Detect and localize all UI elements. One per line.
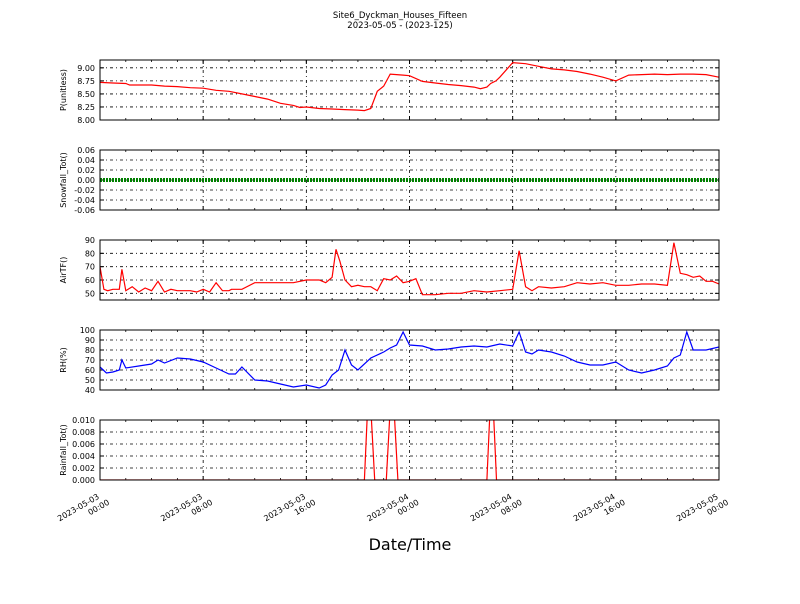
y-axis-label-rain: Rainfall_Tot() (59, 424, 68, 476)
y-tick-label: 0.00 (77, 176, 95, 185)
y-tick-label: 8.50 (77, 90, 95, 99)
chart-title-line2: 2023-05-05 - (2023-125) (347, 21, 452, 31)
y-axis-label-p: P(unitless) (59, 69, 68, 111)
panel-frame (99, 329, 720, 391)
y-tick-label: 0.02 (77, 166, 95, 175)
x-tick-label: 2023-05-0416:00 (572, 489, 627, 532)
y-tick-label: 0.04 (77, 156, 95, 165)
y-tick-label: 8.25 (77, 103, 95, 112)
y-tick-label: 0.008 (72, 428, 95, 437)
panels-group: 8.008.258.508.759.00P(unitless)-0.06-0.0… (59, 59, 720, 485)
panel-airtf: 50 60 70 80 90 AirTF() (59, 236, 720, 301)
x-tick-label: 2023-05-0500:00 (675, 489, 730, 532)
series-line-rain (100, 420, 719, 480)
y-tick-label: -0.04 (74, 196, 95, 205)
y-tick-label: 60 (85, 276, 95, 285)
x-tick-label: 2023-05-0316:00 (262, 489, 317, 532)
panel-frame (99, 419, 720, 481)
y-tick-label: 70 (85, 263, 95, 272)
panel-frame (99, 149, 720, 211)
y-axis-label-rh: RH(%) (59, 347, 68, 372)
y-tick-label: 70 (85, 356, 95, 365)
y-tick-label: 0.002 (72, 464, 95, 473)
x-tick-label: 2023-05-0308:00 (159, 489, 214, 532)
y-tick-label: 90 (85, 336, 95, 345)
panel-frame (99, 239, 720, 301)
y-tick-label: -0.02 (74, 186, 95, 195)
x-tick-label: 2023-05-0300:00 (56, 489, 111, 532)
y-axis-label-snow: Snowfall_Tot() (59, 152, 68, 208)
y-tick-label: 0.06 (77, 146, 95, 155)
y-tick-label: -0.06 (74, 206, 95, 215)
y-tick-label: 0.010 (72, 416, 95, 425)
y-tick-label: 9.00 (77, 64, 95, 73)
x-tick-label: 2023-05-0408:00 (469, 489, 524, 532)
y-tick-label: 40 (85, 386, 95, 395)
y-tick-label: 8.00 (77, 116, 95, 125)
y-tick-label: 50 (85, 289, 95, 298)
panel-frame (99, 59, 720, 121)
series-line-airtf (100, 242, 719, 296)
x-axis-label: Date/Time (369, 535, 452, 554)
y-tick-label: 0.000 (72, 476, 95, 485)
y-tick-label: 90 (85, 236, 95, 245)
x-tick-label: 2023-05-0400:00 (366, 489, 421, 532)
y-tick-label: 80 (85, 346, 95, 355)
y-tick-label: 50 (85, 376, 95, 385)
panel-snow: -0.06-0.04-0.020.000.020.040.06 Snowfall_… (59, 146, 720, 215)
y-tick-label: 8.75 (77, 77, 95, 86)
panel-rain: 0.000 0.002 0.004 0.006 0.008 0.010 Rainfall_T… (59, 416, 720, 485)
y-tick-label: 100 (80, 326, 95, 335)
series-line-rh (100, 330, 719, 389)
y-tick-label: 80 (85, 249, 95, 258)
y-tick-label: 0.006 (72, 440, 95, 449)
y-tick-label: 60 (85, 366, 95, 375)
x-tick-labels: 2023-05-0300:00 2023-05-0308:00 2023-05-03… (56, 489, 730, 532)
y-axis-label-airtf: AirTF() (59, 257, 68, 284)
chart-title-line1: Site6_Dyckman_Houses_Fifteen (333, 11, 467, 21)
panel-p: 8.00 8.25 8.50 8.75 9.00 P(unitless) (59, 59, 720, 125)
series-line-p (100, 61, 719, 112)
y-tick-label: 0.004 (72, 452, 95, 461)
